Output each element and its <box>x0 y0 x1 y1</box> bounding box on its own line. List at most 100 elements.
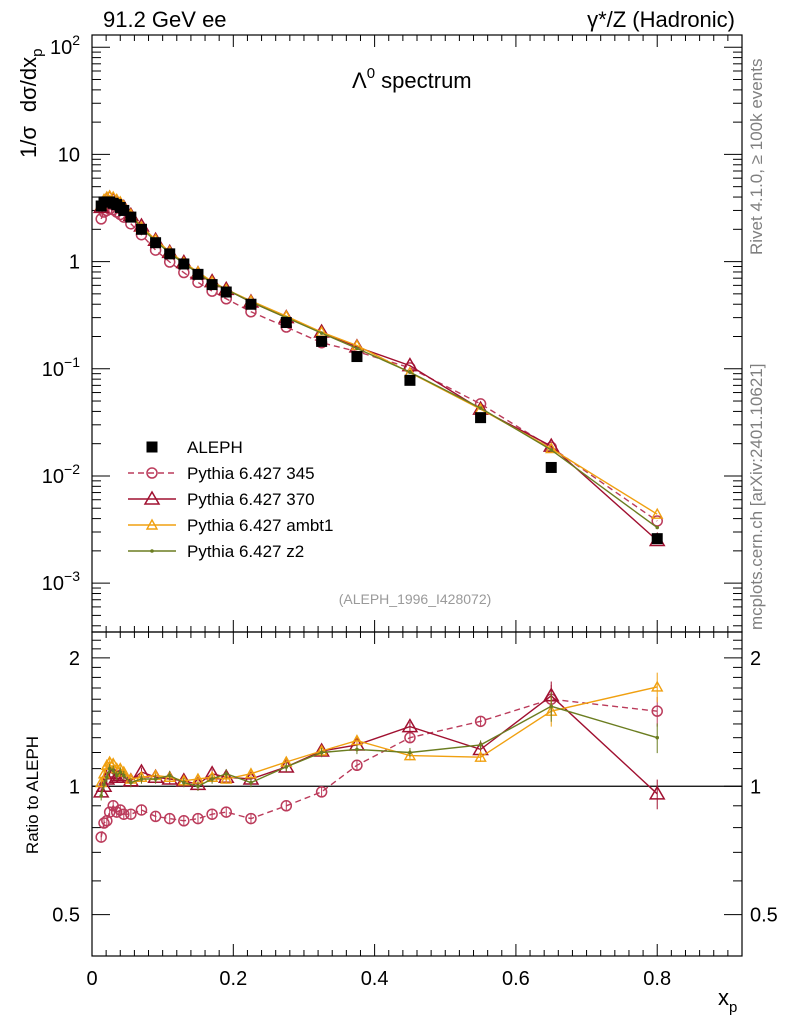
ratio-point <box>192 812 204 825</box>
ratio-point <box>315 786 328 798</box>
legend-label: Pythia 6.427 ambt1 <box>187 516 333 535</box>
series-pythia-6-427-345 <box>95 203 663 527</box>
main-axes: 10−3 10−2 10−1 1 10 102 <box>42 32 743 632</box>
ratio-point <box>401 718 419 733</box>
ratio-point <box>114 773 119 778</box>
ratio-point <box>351 759 363 772</box>
ratio-point <box>95 777 113 793</box>
legend-label: Pythia 6.427 370 <box>187 490 315 509</box>
ratio-pythia-6-427-ambt1 <box>94 672 664 788</box>
data-point <box>545 461 557 473</box>
ratio-point <box>107 766 112 771</box>
ratio-point <box>651 705 663 717</box>
ratio-point <box>103 806 116 818</box>
data-point <box>95 213 107 225</box>
x-tick-label: 0.2 <box>219 968 247 990</box>
ratio-point <box>196 784 200 789</box>
y-tick-label: 10−1 <box>42 354 80 381</box>
ratio-point <box>118 770 123 774</box>
ratio-pythia-6-427-345 <box>95 684 663 843</box>
data-point <box>651 533 663 545</box>
ratio-point <box>403 749 417 761</box>
mcplots-label: mcplots.cern.ch [arXiv:2401.10621] <box>747 364 766 630</box>
x-tick-label: 0 <box>86 968 97 990</box>
ratio-point <box>549 704 554 709</box>
series-line <box>100 197 658 529</box>
ratio-point <box>182 780 186 785</box>
data-point <box>655 525 660 530</box>
legend-entry-aleph: ALEPH <box>146 438 243 457</box>
ratio-point <box>220 806 232 818</box>
ratio-point <box>99 793 103 798</box>
ratio-point <box>129 780 133 785</box>
y-tick-label: 10−3 <box>42 568 80 595</box>
legend-entry-pythia-6-427-ambt1: Pythia 6.427 ambt1 <box>128 516 333 535</box>
ratio-point <box>350 734 364 746</box>
data-point <box>351 351 363 363</box>
y-tick-label: 10 <box>58 144 80 166</box>
data-point <box>206 279 218 291</box>
ratio-point <box>121 773 126 778</box>
data-point <box>355 346 359 351</box>
series-aleph <box>95 196 663 545</box>
x-tick-label: 0.4 <box>361 968 389 990</box>
y-tick-label: 102 <box>50 32 80 59</box>
ratio-point <box>149 810 162 823</box>
data-point <box>316 335 328 347</box>
analysis-id: (ALEPH_1996_I428072) <box>339 591 492 607</box>
ratio-point <box>280 800 293 812</box>
legend-entry-pythia-6-427-370: Pythia 6.427 370 <box>128 490 315 509</box>
ratio-line <box>100 698 658 838</box>
ratio-y-label: Ratio to ALEPH <box>23 736 42 854</box>
ratio-plot-frame <box>91 631 743 957</box>
ratio-point <box>139 777 144 781</box>
y-axis-label: 1/σdσ/dxp <box>16 49 46 158</box>
data-point <box>178 258 190 270</box>
ratio-series <box>92 672 666 843</box>
data-point <box>319 331 324 335</box>
ratio-tick-label-right: 0.5 <box>750 905 778 927</box>
ratio-point <box>224 771 229 776</box>
ratio-point <box>167 773 172 778</box>
legend-marker <box>146 441 158 453</box>
ratio-tick-label: 1 <box>69 776 80 798</box>
legend-label: Pythia 6.427 z2 <box>187 542 304 561</box>
ratio-point <box>220 772 233 784</box>
y-tick-label: 10−2 <box>42 461 80 488</box>
data-point <box>478 406 483 410</box>
data-point <box>280 317 292 329</box>
legend-marker <box>143 490 161 505</box>
x-tick-label: 0.8 <box>643 968 671 990</box>
data-point <box>651 507 664 519</box>
ratio-point <box>206 808 218 820</box>
data-point <box>245 298 257 310</box>
ratio-point <box>98 817 110 829</box>
ratio-point <box>284 765 289 769</box>
header-left: 91.2 GeV ee <box>103 7 227 32</box>
data-point <box>549 448 554 452</box>
data-point <box>404 374 416 386</box>
ratio-point <box>102 782 106 787</box>
ratio-line <box>100 694 658 795</box>
ratio-axes: 0 0.2 0.4 0.6 0.8 0.5 0.5 1 1 2 2 <box>52 631 778 990</box>
ratio-point <box>404 731 416 744</box>
ratio-tick-label-right: 1 <box>750 776 761 798</box>
svg-text:1/σdσ/dxp: 1/σdσ/dxp <box>16 49 46 158</box>
ratio-point <box>111 768 115 773</box>
ratio-point <box>655 735 660 740</box>
data-point <box>118 204 130 216</box>
data-point <box>220 286 232 298</box>
ratio-point <box>319 750 324 755</box>
legend-marker <box>145 518 159 530</box>
ratio-point <box>153 777 158 781</box>
ratio-point <box>651 680 664 692</box>
legend-label: ALEPH <box>187 438 243 457</box>
data-point <box>150 237 162 249</box>
ratio-point <box>95 831 107 843</box>
main-series <box>92 189 666 547</box>
series-line <box>100 197 658 542</box>
ratio-pythia-6-427-370 <box>92 681 666 810</box>
ratio-point <box>478 743 483 747</box>
ratio-point <box>408 750 412 755</box>
